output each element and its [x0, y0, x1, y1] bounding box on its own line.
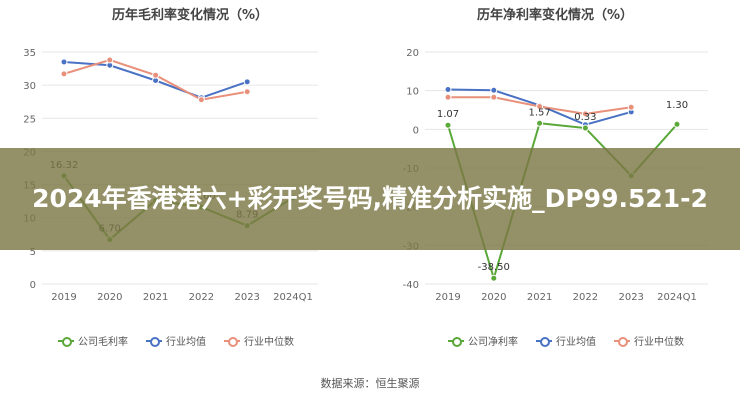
data-point [536, 103, 544, 111]
left-chart-title: 历年毛利率变化情况（%） [111, 8, 269, 23]
data-label: 1.07 [437, 109, 459, 120]
legend-marker-icon [536, 336, 552, 347]
left-chart-legend: 公司毛利率 行业均值 行业中位数 [58, 333, 294, 348]
x-tick-label: 2021 [527, 292, 552, 303]
y-tick-label: 30 [23, 81, 36, 92]
data-point [444, 93, 452, 101]
y-tick-label: 10 [406, 87, 419, 98]
x-tick-label: 2022 [573, 292, 598, 303]
x-tick-label: 2023 [234, 292, 259, 303]
data-point [490, 86, 498, 94]
legend-marker-icon [146, 336, 162, 347]
y-tick-label: -40 [403, 280, 419, 291]
x-tick-label: 2022 [189, 292, 214, 303]
data-label: -38.50 [478, 262, 510, 273]
data-label: 1.30 [666, 100, 688, 111]
legend-item-industry-median[interactable]: 行业中位数 [614, 333, 684, 348]
data-point [581, 124, 589, 132]
x-tick-label: 2020 [481, 292, 506, 303]
data-point [536, 119, 544, 127]
legend-marker-icon [58, 336, 74, 347]
legend-label: 行业中位数 [244, 337, 294, 348]
data-point [490, 274, 498, 282]
data-point [106, 56, 114, 64]
y-tick-label: 5 [30, 247, 36, 258]
data-point [197, 96, 205, 104]
legend-marker-icon [224, 336, 240, 347]
legend-label: 行业均值 [166, 337, 206, 348]
legend-item-company-gross[interactable]: 公司毛利率 [58, 333, 128, 348]
data-point [243, 78, 251, 86]
right-chart-legend: 公司净利率 行业均值 行业中位数 [448, 333, 684, 348]
y-tick-label: 35 [23, 48, 36, 59]
y-tick-label: 0 [413, 125, 419, 136]
banner-text: 2024年香港港六+彩开奖号码,精准分析实施_DP99.521-2 [32, 184, 708, 213]
legend-item-industry-avg[interactable]: 行业均值 [146, 333, 206, 348]
y-tick-label: 0 [30, 280, 36, 291]
legend-item-company-net[interactable]: 公司净利率 [448, 333, 518, 348]
y-tick-label: 25 [23, 114, 36, 125]
legend-label: 公司净利率 [468, 337, 518, 348]
overlay-banner: 2024年香港港六+彩开奖号码,精准分析实施_DP99.521-2 [0, 148, 740, 250]
legend-marker-icon [614, 336, 630, 347]
data-point [444, 121, 452, 129]
x-tick-label: 2020 [97, 292, 122, 303]
legend-marker-icon [448, 336, 464, 347]
right-chart-title: 历年净利率变化情况（%） [476, 8, 634, 23]
data-label: 0.33 [574, 112, 596, 123]
data-source-note: 数据来源：恒生聚源 [320, 377, 420, 390]
x-tick-label: 2019 [435, 292, 460, 303]
data-point [581, 110, 589, 118]
x-tick-label: 2024Q1 [657, 292, 697, 303]
legend-label: 行业中位数 [634, 337, 684, 348]
legend-label: 行业均值 [556, 337, 596, 348]
data-point [444, 86, 452, 94]
legend-label: 公司毛利率 [78, 337, 128, 348]
legend-item-industry-avg[interactable]: 行业均值 [536, 333, 596, 348]
data-point [60, 58, 68, 66]
y-tick-label: 20 [406, 48, 419, 59]
data-point [673, 120, 681, 128]
x-tick-label: 2021 [143, 292, 168, 303]
data-point [60, 70, 68, 78]
legend-item-industry-median[interactable]: 行业中位数 [224, 333, 294, 348]
data-point [490, 93, 498, 101]
x-tick-label: 2024Q1 [273, 292, 313, 303]
data-point [627, 103, 635, 111]
x-tick-label: 2019 [51, 292, 76, 303]
x-tick-label: 2023 [618, 292, 643, 303]
data-label: 1.57 [528, 107, 550, 118]
data-point [152, 71, 160, 79]
data-point [243, 88, 251, 96]
